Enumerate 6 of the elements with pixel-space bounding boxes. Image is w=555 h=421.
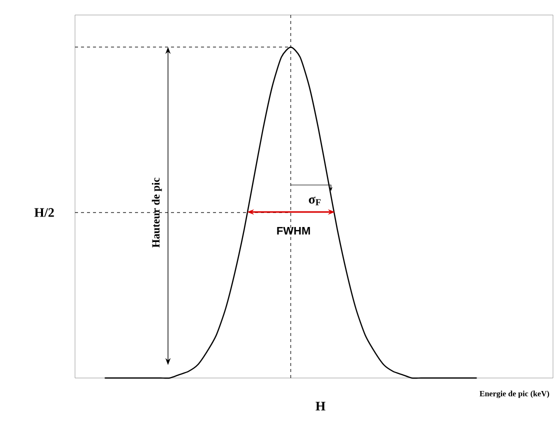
text: H/2 — [34, 208, 54, 217]
annotation: Hauteur de pic — [152, 178, 162, 248]
annotation: FWHM — [277, 226, 310, 235]
text: H — [316, 402, 326, 410]
annotation: σ$_{F}$ — [308, 196, 321, 206]
x-axis-title: Energie de pic (keV) — [480, 390, 550, 398]
